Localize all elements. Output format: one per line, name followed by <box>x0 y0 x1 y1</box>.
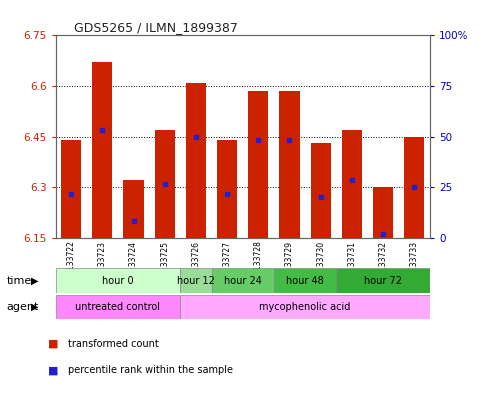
Text: ■: ■ <box>48 339 59 349</box>
Text: hour 24: hour 24 <box>224 275 262 286</box>
Bar <box>92 62 113 238</box>
Bar <box>186 83 206 238</box>
Bar <box>212 268 274 293</box>
Bar <box>56 295 180 319</box>
Text: percentile rank within the sample: percentile rank within the sample <box>68 365 233 375</box>
Bar <box>180 268 212 293</box>
Bar <box>311 143 331 238</box>
Bar <box>123 180 143 238</box>
Text: hour 72: hour 72 <box>364 275 402 286</box>
Bar <box>217 140 237 238</box>
Bar <box>61 140 81 238</box>
Text: ▶: ▶ <box>31 275 39 286</box>
Bar <box>336 268 430 293</box>
Text: ▶: ▶ <box>31 302 39 312</box>
Bar <box>155 130 175 238</box>
Bar <box>342 130 362 238</box>
Text: untreated control: untreated control <box>75 302 160 312</box>
Text: hour 12: hour 12 <box>177 275 215 286</box>
Bar <box>248 91 269 238</box>
Bar <box>56 268 180 293</box>
Text: hour 48: hour 48 <box>286 275 324 286</box>
Text: hour 0: hour 0 <box>102 275 134 286</box>
Bar <box>404 137 425 238</box>
Bar <box>180 295 430 319</box>
Text: transformed count: transformed count <box>68 339 158 349</box>
Bar <box>279 91 299 238</box>
Text: ■: ■ <box>48 365 59 375</box>
Text: time: time <box>6 275 31 286</box>
Text: mycophenolic acid: mycophenolic acid <box>259 302 351 312</box>
Text: GDS5265 / ILMN_1899387: GDS5265 / ILMN_1899387 <box>74 21 238 34</box>
Text: agent: agent <box>6 302 39 312</box>
Bar <box>274 268 336 293</box>
Bar <box>373 187 393 238</box>
